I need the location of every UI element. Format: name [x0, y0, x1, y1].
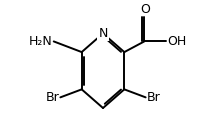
- Text: O: O: [141, 3, 151, 16]
- Text: N: N: [98, 27, 108, 40]
- Text: H₂N: H₂N: [29, 35, 52, 48]
- Text: Br: Br: [45, 91, 59, 104]
- Text: OH: OH: [167, 35, 186, 48]
- Text: Br: Br: [147, 91, 161, 104]
